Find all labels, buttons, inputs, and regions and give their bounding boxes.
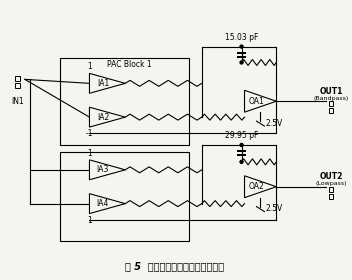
Text: OUT2: OUT2 (319, 172, 343, 181)
Text: OUT1: OUT1 (319, 87, 343, 96)
Bar (59, 152, 189, 241)
Text: IA2: IA2 (97, 113, 109, 122)
Text: 图 5  用三运放组成的双二阶滤波器: 图 5 用三运放组成的双二阶滤波器 (125, 261, 225, 271)
Bar (328, 194, 333, 199)
Bar (15, 76, 20, 81)
Bar (15, 83, 20, 88)
Bar (328, 187, 333, 192)
Text: IA3: IA3 (97, 165, 109, 174)
Text: IA4: IA4 (97, 199, 109, 208)
Text: OA2: OA2 (249, 182, 264, 191)
Text: 2.5V: 2.5V (265, 204, 283, 213)
Bar (59, 59, 189, 145)
Text: (Lowpass): (Lowpass) (315, 181, 347, 186)
Text: 15.03 pF: 15.03 pF (225, 32, 258, 42)
Text: 2.5V: 2.5V (265, 119, 283, 128)
Text: PAC Block 1: PAC Block 1 (107, 60, 151, 69)
Text: IN1: IN1 (12, 97, 24, 106)
Text: OA1: OA1 (249, 97, 264, 106)
Text: 1: 1 (87, 62, 92, 71)
Text: (Bandpass): (Bandpass) (313, 96, 348, 101)
Text: 29.95 pF: 29.95 pF (225, 131, 258, 140)
Circle shape (240, 61, 243, 64)
Circle shape (240, 45, 243, 48)
Bar (328, 101, 333, 106)
Bar (328, 108, 333, 113)
Circle shape (240, 160, 243, 163)
Circle shape (240, 143, 243, 146)
Text: -1: -1 (86, 129, 93, 138)
Text: 1: 1 (87, 149, 92, 158)
Text: IA1: IA1 (97, 79, 109, 88)
Text: 1: 1 (87, 216, 92, 225)
